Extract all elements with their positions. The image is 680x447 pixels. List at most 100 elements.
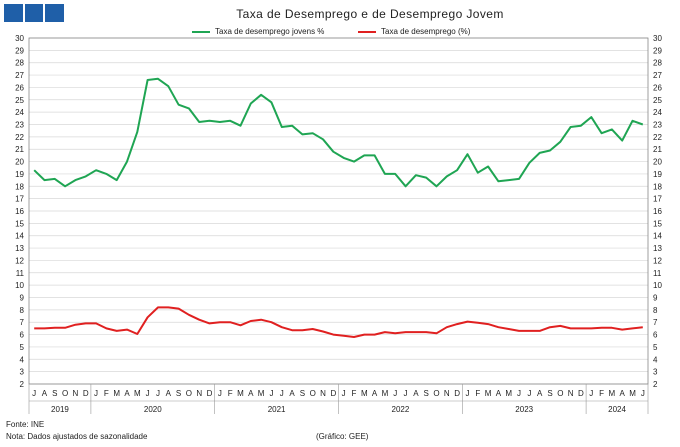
x-tick-label-month: A (124, 389, 130, 398)
y-tick-label-right: 9 (653, 294, 658, 303)
chart-title: Taxa de Desemprego e de Desemprego Jovem (236, 7, 504, 21)
y-tick-label-left: 25 (15, 96, 24, 105)
x-tick-label-month: J (94, 389, 98, 398)
y-tick-label-right: 29 (653, 46, 662, 55)
x-tick-label-month: J (589, 389, 593, 398)
y-tick-label-left: 29 (15, 46, 24, 55)
x-tick-label-month: J (146, 389, 150, 398)
x-tick-label-month: J (527, 389, 531, 398)
y-tick-label-right: 7 (653, 318, 658, 327)
x-tick-label-month: J (218, 389, 222, 398)
y-tick-label-right: 11 (653, 269, 662, 278)
x-tick-label-year: 2019 (51, 405, 69, 414)
brand-logo (4, 4, 65, 22)
y-tick-label-right: 20 (653, 158, 662, 167)
x-tick-label-month: N (73, 389, 79, 398)
x-tick-label-month: A (413, 389, 419, 398)
y-tick-label-left: 18 (15, 182, 24, 191)
series-line-unemployment (34, 306, 643, 338)
y-tick-label-right: 3 (653, 368, 658, 377)
logo-block (24, 4, 44, 22)
x-tick-label-year: 2020 (144, 405, 162, 414)
x-tick-label-month: D (330, 389, 336, 398)
series-line-youth-unemployment (33, 77, 644, 188)
y-tick-label-left: 28 (15, 59, 24, 68)
x-tick-label-month: J (342, 389, 346, 398)
x-tick-label-month: A (496, 389, 502, 398)
x-tick-label-month: D (207, 389, 213, 398)
y-tick-label-left: 11 (16, 269, 25, 278)
legend-swatch-youth (192, 30, 210, 33)
x-tick-label-month: A (537, 389, 543, 398)
y-tick-label-right: 12 (653, 256, 662, 265)
x-tick-label-month: D (454, 389, 460, 398)
x-tick-label-month: S (176, 389, 181, 398)
x-tick-label-month: M (609, 389, 616, 398)
y-tick-label-right: 28 (653, 59, 662, 68)
x-tick-label-year: 2022 (392, 405, 410, 414)
y-tick-label-right: 26 (653, 83, 662, 92)
y-tick-label-left: 9 (20, 294, 25, 303)
x-tick-label-month: N (444, 389, 450, 398)
y-tick-label-left: 10 (15, 281, 24, 290)
x-tick-label-month: F (352, 389, 357, 398)
y-tick-label-right: 5 (653, 343, 658, 352)
y-tick-label-right: 21 (653, 145, 662, 154)
y-tick-label-left: 3 (20, 368, 25, 377)
y-tick-label-left: 27 (15, 71, 24, 80)
x-tick-label-month: O (310, 389, 316, 398)
x-tick-label-month: O (62, 389, 68, 398)
y-tick-label-left: 4 (20, 355, 25, 364)
x-tick-label-month: S (52, 389, 57, 398)
x-tick-label-month: J (156, 389, 160, 398)
x-tick-label-month: A (42, 389, 48, 398)
y-tick-label-left: 22 (15, 133, 24, 142)
x-tick-label-month: M (505, 389, 512, 398)
x-tick-label-year: 2024 (608, 405, 626, 414)
x-tick-label-month: O (186, 389, 192, 398)
x-tick-label-month: D (578, 389, 584, 398)
x-tick-label-month: J (517, 389, 521, 398)
x-tick-label-month: J (269, 389, 273, 398)
x-tick-label-month: D (83, 389, 89, 398)
x-tick-label-month: A (166, 389, 172, 398)
x-tick-label-month: S (424, 389, 429, 398)
y-tick-label-left: 17 (15, 195, 24, 204)
x-tick-label-month: A (372, 389, 378, 398)
x-tick-label-month: M (237, 389, 244, 398)
y-tick-label-right: 27 (653, 71, 662, 80)
y-tick-label-right: 15 (653, 219, 662, 228)
legend-swatch-total (358, 30, 376, 33)
chart-legend: Taxa de desemprego jovens % Taxa de dese… (0, 27, 680, 41)
y-tick-label-right: 18 (653, 182, 662, 191)
y-tick-label-right: 8 (653, 306, 658, 315)
x-tick-label-year: 2021 (268, 405, 286, 414)
legend-label-total: Taxa de desemprego (%) (381, 27, 471, 36)
legend-item-youth: Taxa de desemprego jovens % (192, 27, 324, 36)
x-tick-label-month: A (620, 389, 626, 398)
x-tick-label-month: M (485, 389, 492, 398)
legend-item-total: Taxa de desemprego (%) (358, 27, 470, 36)
x-tick-label-month: J (393, 389, 397, 398)
x-tick-label-month: F (228, 389, 233, 398)
y-tick-label-right: 25 (653, 96, 662, 105)
adjustment-note: Nota: Dados ajustados de sazonalidade (6, 432, 148, 441)
x-tick-label-month: M (629, 389, 636, 398)
x-tick-label-month: A (289, 389, 295, 398)
x-tick-label-month: S (547, 389, 552, 398)
x-tick-label-month: M (258, 389, 265, 398)
y-tick-label-left: 23 (15, 121, 24, 130)
x-tick-label-month: F (599, 389, 604, 398)
logo-block (45, 4, 65, 22)
y-tick-label-right: 13 (653, 244, 662, 253)
y-tick-label-right: 14 (653, 232, 662, 241)
y-tick-label-left: 8 (20, 306, 25, 315)
y-tick-label-left: 26 (15, 83, 24, 92)
y-tick-label-left: 7 (20, 318, 25, 327)
y-tick-label-left: 20 (15, 158, 24, 167)
legend-label-youth: Taxa de desemprego jovens % (215, 27, 325, 36)
x-tick-label-month: M (382, 389, 389, 398)
x-tick-label-month: N (568, 389, 574, 398)
y-tick-label-right: 4 (653, 355, 658, 364)
y-tick-label-left: 30 (15, 34, 24, 43)
